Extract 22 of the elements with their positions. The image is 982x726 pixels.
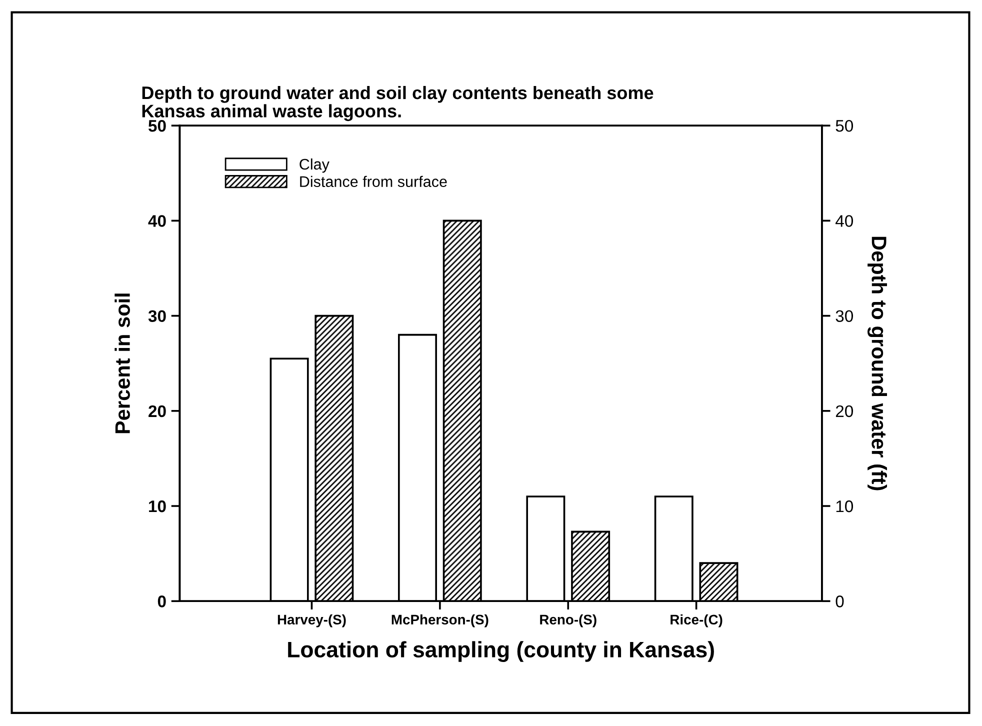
- legend-label: Clay: [300, 158, 330, 173]
- x-axis-title: Location of sampling (county in Kansas): [288, 641, 714, 662]
- y2-tick-label: 50: [836, 120, 854, 132]
- y2-tick-label: 30: [836, 310, 854, 322]
- y-tick-label: 20: [148, 405, 166, 418]
- y-tick-label: 50: [148, 120, 166, 132]
- x-tick-label: Reno-(S): [540, 614, 596, 628]
- y2-tick-label: 10: [836, 500, 854, 512]
- y-tick-label: 30: [148, 310, 166, 322]
- x-tick-label: Rice-(C): [670, 614, 722, 628]
- y2-axis-title: Depth to ground water (ft): [867, 236, 887, 490]
- y2-tick-label: 20: [836, 405, 854, 418]
- x-tick-label: McPherson-(S): [392, 614, 488, 628]
- y2-tick-label: 0: [836, 596, 844, 608]
- y-axis-title: Percent in soil: [114, 294, 130, 434]
- y-tick-label: 40: [148, 215, 166, 227]
- x-tick-label: Harvey-(S): [278, 614, 346, 628]
- y-tick-label: 0: [158, 596, 166, 608]
- y-tick-label: 10: [149, 500, 166, 512]
- y2-tick-label: 40: [836, 215, 854, 227]
- legend-label: Distance from surface: [300, 176, 447, 188]
- chart-title: Depth to ground water and soil clay contents beneath some Kansas animal waste lagoons.: [142, 86, 654, 122]
